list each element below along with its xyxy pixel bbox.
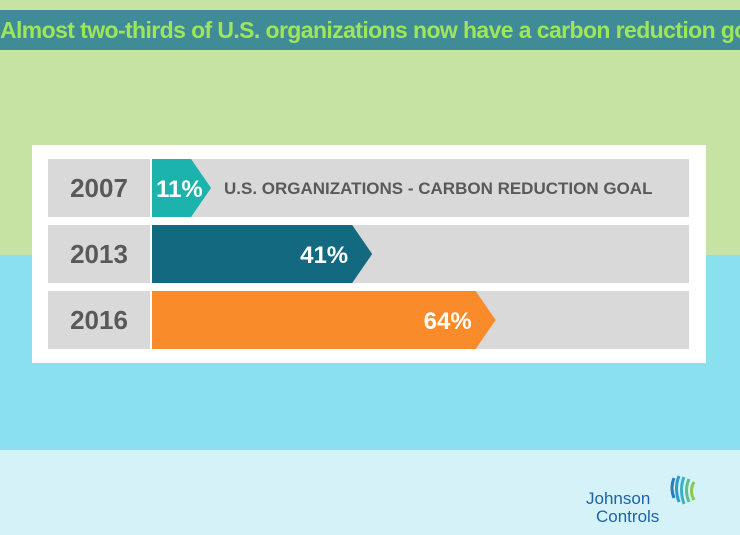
johnson-controls-icon bbox=[670, 475, 696, 505]
series-label: U.S. ORGANIZATIONS - CARBON REDUCTION GO… bbox=[224, 179, 652, 198]
year-box-2016 bbox=[48, 291, 150, 349]
bar-2013 bbox=[152, 225, 373, 283]
year-label-2013: 2013 bbox=[70, 239, 128, 269]
year-box-2007 bbox=[48, 159, 150, 217]
value-label-2016: 64% bbox=[424, 308, 472, 335]
year-box-2013 bbox=[48, 225, 150, 283]
background-pale-band bbox=[0, 450, 740, 535]
year-label-2016: 2016 bbox=[70, 305, 128, 335]
logo-text-johnson: Johnson bbox=[586, 489, 651, 508]
johnson-controls-logo: Johnson Controls bbox=[586, 474, 706, 526]
chart-card: 2007 11% 2013 41% 2016 64% U.S. ORGANIZATIONS … bbox=[32, 145, 706, 363]
bar-2016 bbox=[152, 291, 496, 349]
bar-2007 bbox=[152, 159, 212, 217]
title-bar bbox=[0, 10, 740, 50]
value-label-2007: 11% bbox=[156, 176, 203, 203]
logo-text-controls: Controls bbox=[596, 507, 660, 526]
value-label-2013: 41% bbox=[300, 242, 348, 269]
bar-chart: 2007 11% 2013 41% 2016 64% U.S. ORGANIZATIONS … bbox=[48, 159, 689, 349]
year-label-2007: 2007 bbox=[70, 173, 128, 203]
chart-title: Almost two-thirds of U.S. organizations … bbox=[0, 17, 740, 43]
bar-track-2007 bbox=[152, 159, 689, 217]
